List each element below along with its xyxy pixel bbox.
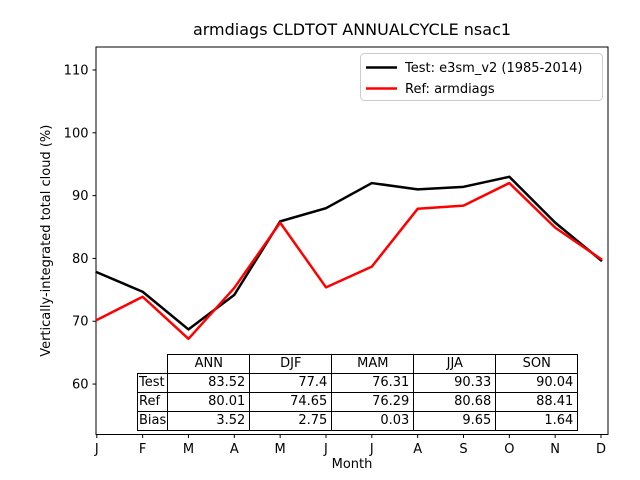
series-lines <box>95 175 603 341</box>
x-tick-label: M <box>183 442 194 457</box>
x-axis-label: Month <box>332 457 373 472</box>
x-tick-label: D <box>596 442 606 457</box>
stats-row-bias: Bias 3.52 2.75 0.03 9.65 1.64 <box>136 411 579 431</box>
x-tick-label: S <box>459 442 467 457</box>
x-tick-label: N <box>550 442 560 457</box>
stats-col-header-djf: DJF <box>249 354 333 374</box>
stats-col-header-jja: JJA <box>413 354 497 374</box>
stats-cell: 80.01 <box>167 392 251 412</box>
stats-cell: 83.52 <box>167 373 251 393</box>
stats-row-test: Test 83.52 77.4 76.31 90.33 90.04 <box>136 373 579 393</box>
stats-cell: 90.04 <box>495 373 579 393</box>
y-tick-label: 110 <box>64 63 89 78</box>
legend-label-test: Test: e3sm_v2 (1985-2014) <box>404 61 582 76</box>
stats-cell: 9.65 <box>413 411 497 431</box>
legend: Test: e3sm_v2 (1985-2014) Ref: armdiags <box>360 53 603 101</box>
y-axis-ticks: 60 70 80 90 100 110 <box>64 63 96 393</box>
stats-header-row: ANN DJF MAM JJA SON <box>138 354 579 374</box>
stats-table: ANN DJF MAM JJA SON Test 83.52 77.4 76.3… <box>136 354 579 431</box>
stats-cell: 1.64 <box>495 411 579 431</box>
stats-row-label-ref: Ref <box>136 392 169 412</box>
stats-cell: 74.65 <box>249 392 333 412</box>
stats-cell: 3.52 <box>167 411 251 431</box>
x-tick-label: A <box>413 442 422 457</box>
stats-cell: 88.41 <box>495 392 579 412</box>
y-tick-label: 80 <box>72 252 89 267</box>
stats-row-label-bias: Bias <box>136 411 169 431</box>
legend-box <box>360 53 603 101</box>
stats-col-header-mam: MAM <box>331 354 415 374</box>
x-tick-label: J <box>369 442 374 457</box>
stats-row-ref: Ref 80.01 74.65 76.29 80.68 88.41 <box>136 392 579 412</box>
x-tick-label: A <box>230 442 239 457</box>
stats-cell: 77.4 <box>249 373 333 393</box>
test-series-line <box>95 175 603 331</box>
chart-title: armdiags CLDTOT ANNUALCYCLE nsac1 <box>193 20 511 39</box>
ref-series-line <box>95 181 603 341</box>
stats-cell: 80.68 <box>413 392 497 412</box>
y-tick-label: 100 <box>64 126 89 141</box>
y-tick-label: 60 <box>72 378 89 393</box>
x-tick-label: J <box>323 442 328 457</box>
stats-col-header-ann: ANN <box>167 354 251 374</box>
x-tick-label: O <box>504 442 514 457</box>
y-tick-label: 90 <box>72 189 89 204</box>
stats-cell: 2.75 <box>249 411 333 431</box>
stats-cell: 76.31 <box>331 373 415 393</box>
stats-col-header-son: SON <box>495 354 579 374</box>
stats-cell: 90.33 <box>413 373 497 393</box>
y-axis-label: Vertically-integrated total cloud (%) <box>39 125 54 357</box>
stats-cell: 76.29 <box>331 392 415 412</box>
legend-label-ref: Ref: armdiags <box>405 82 495 97</box>
stats-cell: 0.03 <box>331 411 415 431</box>
x-tick-label: F <box>139 442 146 457</box>
x-tick-label: M <box>275 442 286 457</box>
stats-corner-cell <box>138 355 168 374</box>
x-tick-label: J <box>94 442 99 457</box>
plot-frame <box>95 46 609 435</box>
y-tick-label: 70 <box>72 315 89 330</box>
stats-row-label-test: Test <box>136 373 169 393</box>
